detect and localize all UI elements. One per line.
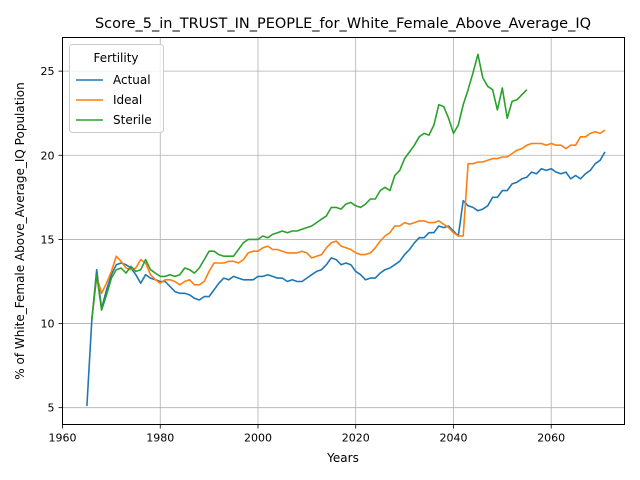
y-tick-label: 25 xyxy=(41,65,55,78)
legend-label-ideal: Ideal xyxy=(113,93,142,107)
plot-frame xyxy=(62,37,625,425)
legend-title: Fertility xyxy=(93,51,138,65)
x-axis-ticks: 1960 1980 2000 2020 2040 2060 xyxy=(49,424,565,445)
x-tick-label: 2020 xyxy=(342,432,370,445)
legend: Fertility Actual Ideal Sterile xyxy=(69,44,164,133)
series-lines xyxy=(86,53,606,407)
y-tick-label: 15 xyxy=(41,233,55,246)
legend-label-actual: Actual xyxy=(113,73,151,87)
legend-box xyxy=(69,44,164,133)
x-tick-label: 1960 xyxy=(49,432,77,445)
x-tick-label: 1980 xyxy=(146,432,174,445)
x-tick-label: 2060 xyxy=(537,432,565,445)
y-tick-label: 20 xyxy=(41,149,55,162)
y-axis-ticks: 5 10 15 20 25 xyxy=(41,65,63,415)
x-axis-label: Years xyxy=(326,451,359,465)
grid xyxy=(62,37,625,425)
x-tick-label: 2040 xyxy=(439,432,467,445)
legend-items: Actual Ideal Sterile xyxy=(76,73,152,127)
y-tick-label: 5 xyxy=(48,402,55,415)
series-line-actual xyxy=(86,151,606,407)
legend-label-sterile: Sterile xyxy=(113,113,152,127)
y-axis-label: % of White_Female Above_Average_IQ Popul… xyxy=(13,82,27,379)
series-line-sterile xyxy=(91,53,528,321)
series-line-ideal xyxy=(91,129,606,319)
y-tick-label: 10 xyxy=(41,318,55,331)
x-tick-label: 2000 xyxy=(244,432,272,445)
chart-title: Score_5_in_TRUST_IN_PEOPLE_for_White_Fem… xyxy=(95,16,591,32)
